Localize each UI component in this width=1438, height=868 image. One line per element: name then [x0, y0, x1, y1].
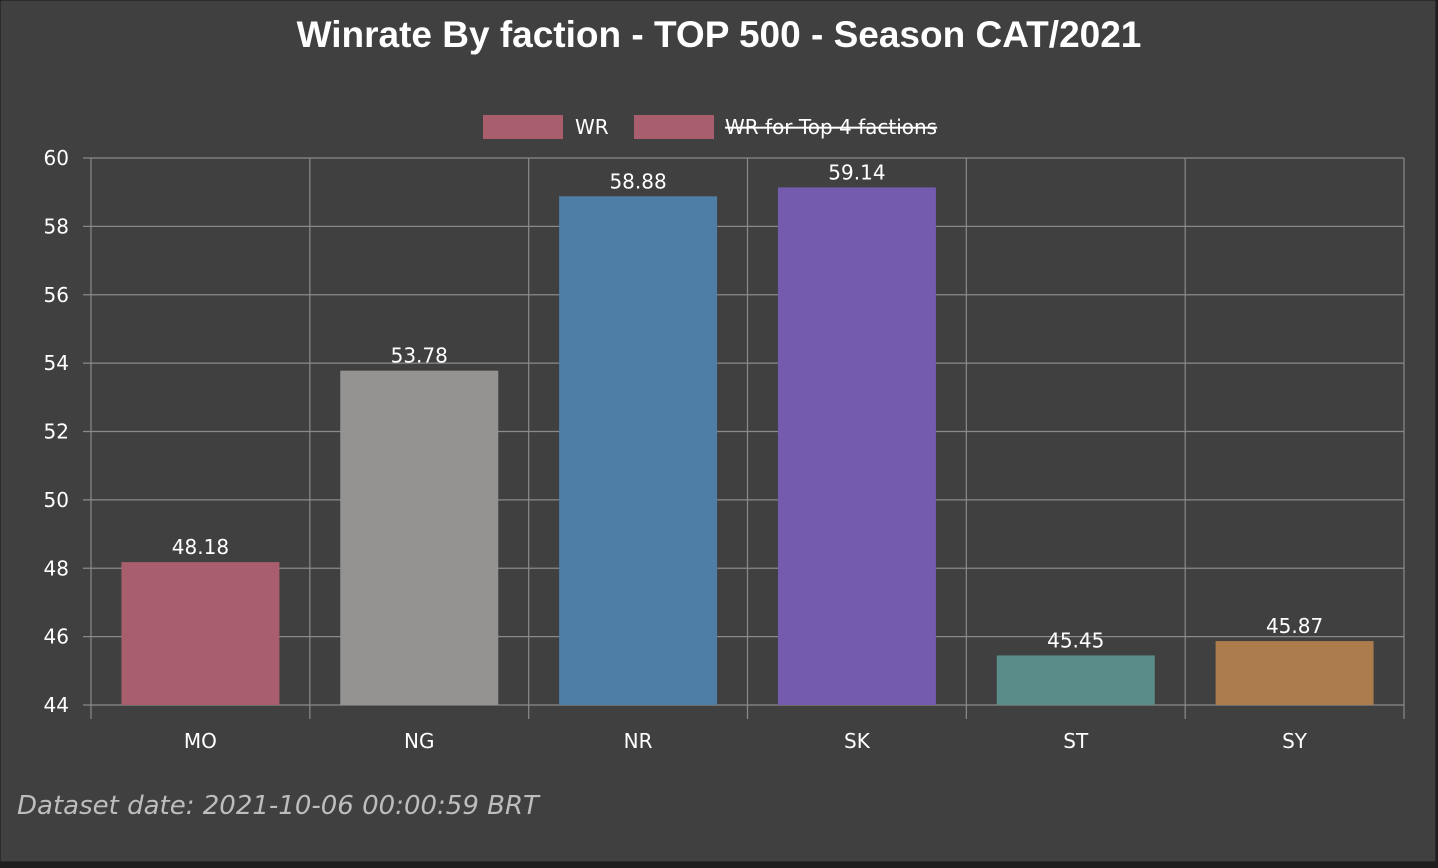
x-tick-label: SY: [1282, 729, 1308, 753]
data-labels: 48.18 53.78 58.88 59.14 45.45 45.87: [172, 160, 1323, 652]
y-tick-label: 50: [44, 488, 69, 512]
bars: [121, 187, 1374, 706]
y-tick-label: 48: [44, 556, 69, 580]
y-axis-tick-labels: 60 58 56 54 52 50 48 46 44: [44, 146, 69, 717]
data-label: 45.45: [1047, 628, 1104, 652]
legend-swatch-top4[interactable]: [634, 115, 714, 139]
x-tick-label: SK: [844, 729, 871, 753]
bar-chart: Winrate By faction - TOP 500 - Season CA…: [44, 14, 1405, 753]
x-tick-label: ST: [1063, 729, 1089, 753]
chart-title: Winrate By faction - TOP 500 - Season CA…: [297, 14, 1142, 55]
x-tick-label: MO: [184, 729, 217, 753]
legend-swatch-wr[interactable]: [483, 115, 563, 139]
y-tick-label: 54: [44, 351, 69, 375]
x-axis-tick-labels: MO NG NR SK ST SY: [184, 729, 1308, 753]
y-tick-label: 44: [44, 693, 69, 717]
bar-st[interactable]: [996, 655, 1155, 705]
legend: WR WR for Top 4 factions: [483, 115, 937, 139]
legend-label-top4[interactable]: WR for Top 4 factions: [725, 115, 937, 139]
bar-nr[interactable]: [559, 196, 718, 706]
y-tick-label: 58: [44, 214, 69, 238]
grid: [83, 157, 1405, 719]
y-tick-label: 52: [44, 420, 69, 444]
y-tick-label: 46: [44, 625, 69, 649]
bar-mo[interactable]: [121, 562, 280, 705]
y-tick-label: 60: [44, 146, 69, 170]
data-label: 45.87: [1266, 614, 1323, 638]
data-label: 48.18: [172, 535, 229, 559]
x-tick-label: NR: [624, 729, 653, 753]
bar-sy[interactable]: [1215, 641, 1374, 705]
dataset-date-footer: Dataset date: 2021-10-06 00:00:59 BRT: [17, 791, 539, 821]
bar-sk[interactable]: [777, 187, 936, 705]
legend-label-wr[interactable]: WR: [575, 115, 609, 139]
data-label: 53.78: [391, 344, 448, 368]
data-label: 58.88: [609, 169, 666, 193]
y-tick-label: 56: [44, 283, 69, 307]
bar-ng[interactable]: [340, 370, 499, 705]
x-tick-label: NG: [404, 729, 434, 753]
data-label: 59.14: [828, 160, 885, 184]
